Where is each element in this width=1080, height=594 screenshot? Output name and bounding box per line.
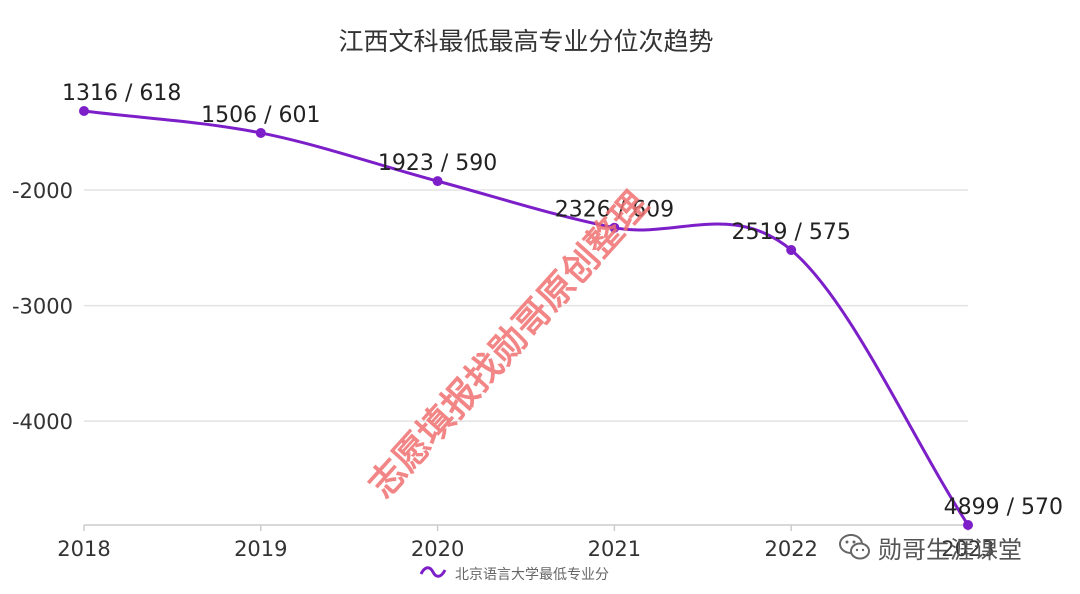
brand-text: 勋哥生涯课堂 bbox=[878, 535, 1022, 564]
chart-title: 江西文科最低最高专业分位次趋势 bbox=[338, 27, 713, 56]
data-point bbox=[255, 127, 266, 138]
data-label: 4899 / 570 bbox=[944, 495, 1063, 520]
legend: 北京语言大学最低专业分 bbox=[419, 566, 609, 583]
y-tick-label: -2000 bbox=[12, 179, 73, 203]
x-axis-ticks: 2018 2019 2020 2021 2022 2023 bbox=[57, 525, 995, 561]
series-line bbox=[83, 109, 970, 526]
data-label: 1316 / 618 bbox=[62, 81, 181, 106]
data-point bbox=[609, 222, 620, 233]
data-points bbox=[79, 106, 973, 530]
data-point bbox=[432, 176, 443, 187]
y-tick-label: -4000 bbox=[12, 410, 73, 434]
data-point bbox=[786, 245, 797, 256]
legend-label: 北京语言大学最低专业分 bbox=[455, 567, 609, 583]
legend-line-icon bbox=[419, 566, 447, 578]
data-label: 1506 / 601 bbox=[201, 103, 320, 128]
brand-badge: 勋哥生涯课堂 bbox=[838, 530, 1022, 564]
x-tick-label: 2023 bbox=[941, 537, 994, 561]
data-label: 2519 / 575 bbox=[732, 220, 851, 245]
x-tick-label: 2020 bbox=[411, 537, 464, 561]
x-tick-label: 2019 bbox=[234, 537, 287, 561]
data-point bbox=[79, 106, 89, 116]
data-labels: 1316 / 618 1506 / 601 1923 / 590 2326 / 609… bbox=[62, 81, 1063, 520]
grid-lines bbox=[84, 189, 968, 422]
x-tick-label: 2022 bbox=[764, 537, 817, 561]
data-point bbox=[963, 520, 973, 530]
data-label: 2326 / 609 bbox=[555, 198, 674, 223]
y-tick-label: -3000 bbox=[12, 295, 73, 319]
x-tick-label: 2021 bbox=[588, 537, 641, 561]
y-axis-ticks: -2000 -3000 -4000 bbox=[12, 179, 73, 434]
data-label: 1923 / 590 bbox=[378, 151, 497, 176]
wechat-icon bbox=[839, 534, 870, 560]
x-tick-label: 2018 bbox=[57, 537, 110, 561]
watermark: 志愿填报找勋哥原创整理 bbox=[361, 184, 656, 506]
